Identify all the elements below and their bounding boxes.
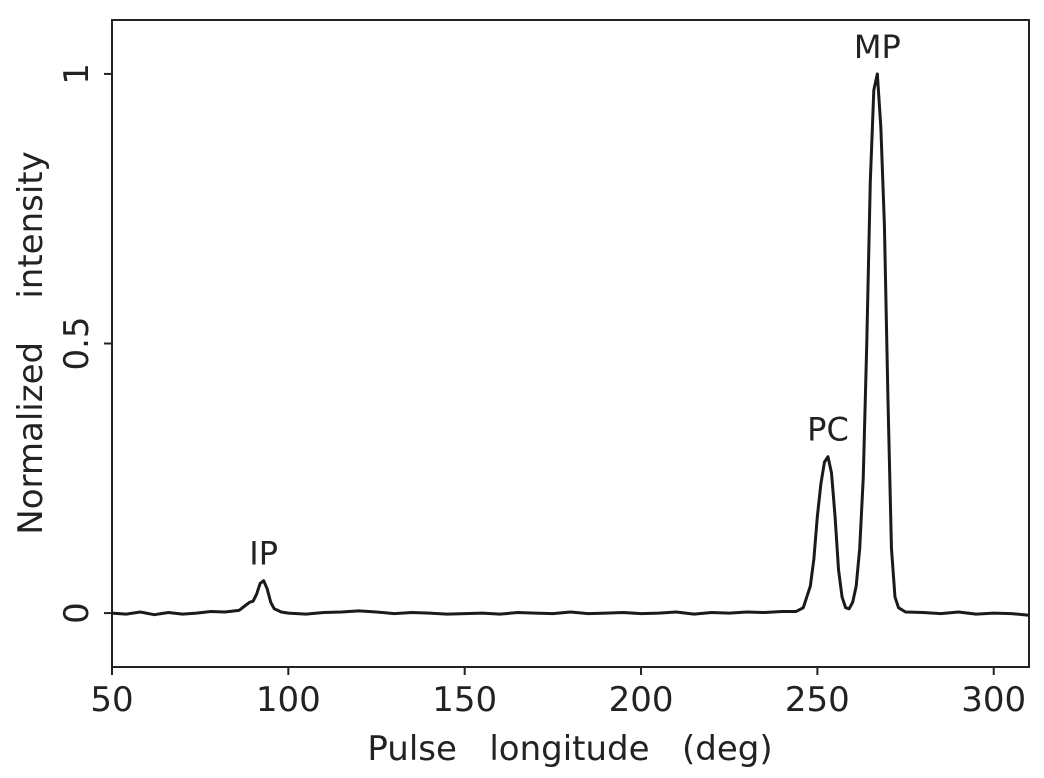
x-tick-label: 200 — [609, 680, 674, 720]
y-tick-label: 0 — [57, 602, 97, 624]
annotation: PC — [807, 411, 849, 449]
y-tick-label: 1 — [57, 63, 97, 85]
x-tick-label: 100 — [256, 680, 321, 720]
y-tick-label: 0.5 — [57, 316, 97, 370]
line-series — [111, 72, 1030, 617]
y-axis-label: Normalized intensity — [11, 151, 51, 534]
x-axis-label: Pulse longitude (deg) — [367, 729, 772, 769]
annotation: IP — [249, 535, 278, 573]
x-tick-label: 50 — [90, 680, 133, 720]
x-tick-label: 300 — [961, 680, 1026, 720]
x-tick-label: 250 — [785, 680, 850, 720]
annotation: MP — [854, 28, 901, 66]
x-tick-label: 150 — [432, 680, 497, 720]
